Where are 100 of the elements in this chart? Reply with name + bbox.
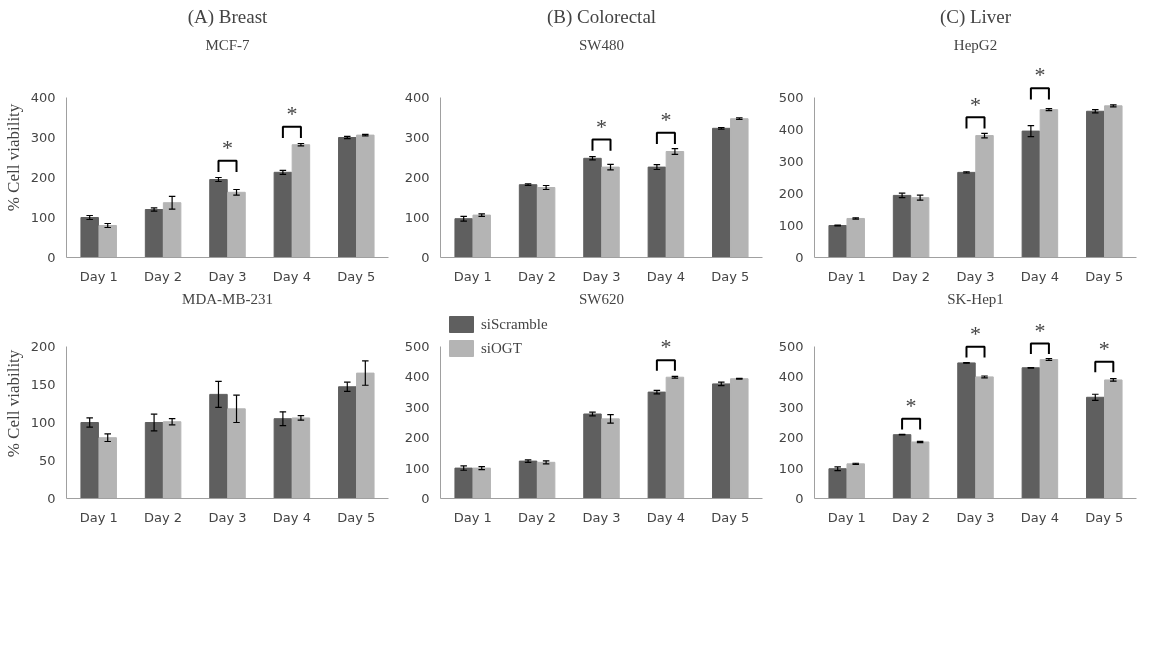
y-tick-label: 100	[404, 460, 430, 476]
y-tick-label: 400	[404, 369, 430, 385]
annotation: *	[970, 321, 981, 347]
chart-subtitle: MCF-7	[205, 36, 251, 53]
y-tick-label: 200	[404, 430, 430, 446]
annotation: *	[1034, 317, 1046, 343]
bar	[957, 362, 976, 499]
x-tick-label: Day 5	[711, 268, 750, 284]
y-tick-label: 400	[778, 122, 804, 137]
x-tick-label: Day 1	[79, 268, 118, 284]
x-tick-label: Day 1	[453, 509, 492, 525]
y-axis-title: % Cell viability	[3, 103, 23, 212]
x-tick-label: Day 3	[956, 509, 995, 525]
bar	[957, 171, 976, 258]
chart-title: SK-Hep1	[947, 290, 1004, 307]
y-tick-label: 200	[778, 186, 804, 201]
y-tick-label: 100	[404, 210, 430, 225]
bar	[892, 194, 912, 258]
bar	[712, 383, 731, 499]
bar	[209, 393, 228, 499]
bar	[1086, 396, 1105, 499]
y-tick-label: 300	[404, 399, 430, 415]
y-tick-label: 0	[47, 491, 56, 506]
bar	[356, 134, 375, 258]
bar	[828, 468, 847, 499]
bar	[1039, 109, 1059, 258]
bar	[273, 171, 293, 258]
chart-title: (B) Colorectal	[546, 5, 657, 28]
bar	[454, 218, 473, 258]
y-tick-label: 300	[778, 154, 804, 169]
bar	[828, 225, 847, 258]
y-tick-label: 200	[30, 170, 56, 185]
x-tick-label: Day 5	[711, 509, 750, 525]
annotation: *	[660, 106, 672, 132]
bar	[291, 144, 311, 258]
y-tick-label: 400	[778, 369, 804, 385]
x-tick-label: Day 2	[144, 268, 183, 284]
x-tick-label: Day 5	[337, 509, 376, 525]
y-tick-label: 200	[404, 170, 430, 185]
y-tick-label: 150	[30, 377, 56, 392]
bar	[454, 467, 473, 499]
x-tick-label: Day 2	[144, 509, 183, 525]
bar	[291, 417, 311, 499]
x-tick-label: Day 1	[827, 268, 866, 284]
bar	[910, 441, 930, 499]
y-tick-label: 200	[30, 339, 56, 354]
x-tick-label: Day 4	[646, 268, 685, 284]
x-tick-label: Day 4	[272, 509, 311, 525]
bar	[80, 217, 99, 258]
bar	[227, 408, 246, 499]
annotation: *	[970, 91, 981, 117]
bar	[712, 127, 731, 258]
y-tick-label: 0	[795, 491, 804, 506]
y-axis-title: % Cell viability	[3, 349, 23, 458]
legend-label: siScramble	[481, 315, 548, 333]
bar	[80, 422, 99, 499]
bar	[730, 118, 749, 258]
x-tick-label: Day 4	[1020, 268, 1059, 284]
y-tick-label: 500	[778, 90, 804, 105]
legend-label: siOGT	[481, 339, 522, 357]
y-tick-label: 0	[47, 250, 56, 265]
bar	[144, 209, 164, 258]
x-tick-label: Day 3	[956, 268, 995, 284]
x-tick-label: Day 1	[79, 509, 118, 525]
y-tick-label: 0	[795, 250, 804, 265]
x-tick-label: Day 4	[272, 268, 311, 284]
bar	[583, 157, 602, 258]
bar	[356, 372, 375, 499]
x-tick-label: Day 5	[337, 268, 376, 284]
bar	[846, 463, 865, 499]
bar	[536, 187, 556, 258]
bar	[338, 137, 357, 258]
x-tick-label: Day 2	[892, 509, 931, 525]
y-tick-label: 100	[778, 460, 804, 476]
y-tick-label: 500	[778, 339, 804, 354]
x-tick-label: Day 3	[208, 268, 247, 284]
x-tick-label: Day 3	[582, 509, 621, 525]
y-tick-label: 100	[30, 415, 56, 430]
x-tick-label: Day 5	[1085, 268, 1124, 284]
bar	[273, 418, 293, 499]
chart-subtitle: SW480	[579, 36, 624, 53]
x-tick-label: Day 3	[208, 509, 247, 525]
annotation: *	[905, 393, 917, 419]
y-tick-label: 300	[778, 399, 804, 415]
y-tick-label: 400	[30, 90, 56, 105]
chart-title: SW620	[579, 290, 624, 307]
bar	[1021, 130, 1041, 258]
annotation: *	[596, 113, 607, 139]
x-tick-label: Day 3	[582, 268, 621, 284]
bar	[162, 202, 182, 258]
y-tick-label: 0	[421, 250, 430, 265]
chart-title: (A) Breast	[187, 5, 269, 28]
y-tick-label: 500	[404, 339, 430, 354]
bar	[975, 135, 994, 258]
x-tick-label: Day 2	[518, 268, 557, 284]
chart-title: MDA-MB-231	[182, 290, 273, 307]
bar	[601, 418, 620, 499]
bar	[518, 460, 538, 499]
bar	[1104, 105, 1123, 258]
bar	[227, 191, 246, 258]
